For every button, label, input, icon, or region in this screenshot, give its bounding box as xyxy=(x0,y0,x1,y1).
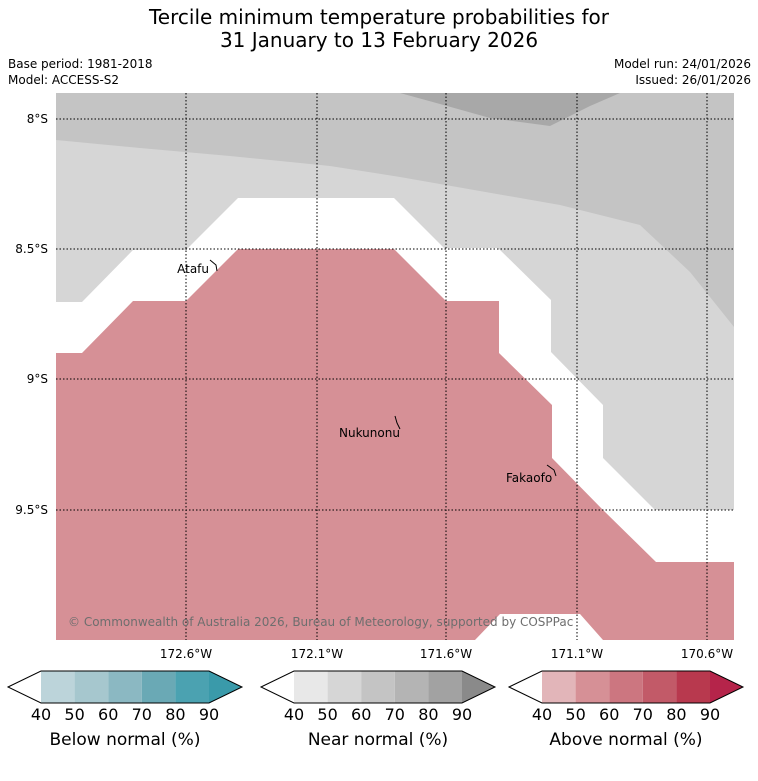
atafu-outline xyxy=(209,259,218,272)
near-normal-cell xyxy=(294,671,328,703)
above-normal-cell xyxy=(676,671,710,703)
below-normal-cell xyxy=(108,671,142,703)
below-normal-tick-label: 80 xyxy=(165,705,185,724)
copyright-notice: © Commonwealth of Australia 2026, Bureau… xyxy=(68,615,573,629)
lon-label-171-1w: 171.1°W xyxy=(551,647,603,661)
map-title-line-1: Tercile minimum temperature probabilitie… xyxy=(148,5,610,29)
above-normal-tick-label: 90 xyxy=(700,705,720,724)
graticule xyxy=(56,93,734,640)
near-normal-tick-label: 80 xyxy=(418,705,438,724)
below-normal-tick-label: 50 xyxy=(64,705,84,724)
below-normal-cell xyxy=(74,671,109,703)
below-normal-high-extend xyxy=(209,671,242,703)
near-normal-tick-label: 70 xyxy=(385,705,405,724)
above-normal-tick-label: 40 xyxy=(532,705,552,724)
issued-label: Issued: 26/01/2026 xyxy=(635,73,751,87)
fakaofo-outline xyxy=(546,464,557,477)
above-normal-tick-label: 70 xyxy=(633,705,653,724)
below-normal-tick-label: 60 xyxy=(98,705,118,724)
below-normal-low-extend xyxy=(8,671,41,703)
place-label-nukunonu: Nukunonu xyxy=(339,426,400,440)
near-normal-cell xyxy=(327,671,362,703)
near-normal-tick-label: 60 xyxy=(351,705,371,724)
below-normal-tick-label: 40 xyxy=(31,705,51,724)
above-normal-tick-label: 60 xyxy=(599,705,619,724)
lon-label-171-6w: 171.6°W xyxy=(420,647,472,661)
below-normal-cell xyxy=(41,671,75,703)
lon-label-170-6w: 170.6°W xyxy=(681,647,733,661)
below-normal-colorbar: 40 50 60 70 80 90 xyxy=(6,670,244,724)
near-normal-outline xyxy=(259,670,497,704)
map-area xyxy=(56,93,734,640)
above-normal-cell xyxy=(575,671,610,703)
above-normal-tick-label: 50 xyxy=(565,705,585,724)
above-normal-low-extend xyxy=(509,671,542,703)
near-normal-cell xyxy=(394,671,429,703)
below-normal-cell xyxy=(141,671,176,703)
above-normal-50-region xyxy=(56,249,734,640)
lat-label-8s: 8°S xyxy=(27,112,48,126)
place-label-atafu: Atafu xyxy=(177,262,209,276)
above-normal-outline xyxy=(507,670,745,704)
lat-label-9s: 9°S xyxy=(27,372,48,386)
lon-label-172-1w: 172.1°W xyxy=(291,647,343,661)
model-run-label: Model run: 24/01/2026 xyxy=(613,57,751,71)
above-normal-cell xyxy=(642,671,677,703)
near-normal-cell xyxy=(428,671,462,703)
near-normal-high-extend xyxy=(462,671,495,703)
below-normal-label: Below normal (%) xyxy=(49,730,201,750)
above-normal-label: Above normal (%) xyxy=(549,730,703,750)
above-normal-cell xyxy=(609,671,643,703)
below-normal-cell xyxy=(175,671,209,703)
near-normal-cell xyxy=(361,671,395,703)
above-normal-tick-label: 80 xyxy=(666,705,686,724)
map-title-line-2: 31 January to 13 February 2026 xyxy=(219,28,539,52)
below-normal-tick-label: 90 xyxy=(199,705,219,724)
lat-label-9-5s: 9.5°S xyxy=(15,503,48,517)
above-normal-colorbar: 40 50 60 70 80 90 xyxy=(507,670,745,724)
above-normal-high-extend xyxy=(710,671,743,703)
place-label-fakaofo: Fakaofo xyxy=(506,471,552,485)
model-label: Model: ACCESS-S2 xyxy=(8,73,120,87)
atoll-outlines xyxy=(209,259,557,477)
near-normal-tick-label: 40 xyxy=(284,705,304,724)
lon-label-172-6w: 172.6°W xyxy=(160,647,212,661)
near-normal-label: Near normal (%) xyxy=(307,730,449,750)
near-normal-tick-label: 90 xyxy=(452,705,472,724)
near-normal-tick-label: 50 xyxy=(317,705,337,724)
above-normal-cell xyxy=(542,671,576,703)
near-normal-colorbar: 40 50 60 70 80 90 xyxy=(259,670,497,724)
nukunonu-outline xyxy=(394,415,401,430)
near-normal-low-extend xyxy=(261,671,294,703)
base-period-label: Base period: 1981-2018 xyxy=(8,57,153,71)
near-normal-60-region xyxy=(400,93,620,126)
near-normal-50-region xyxy=(56,93,734,327)
below-normal-tick-label: 70 xyxy=(132,705,152,724)
below-normal-outline xyxy=(6,670,244,704)
lat-label-8-5s: 8.5°S xyxy=(15,242,48,256)
